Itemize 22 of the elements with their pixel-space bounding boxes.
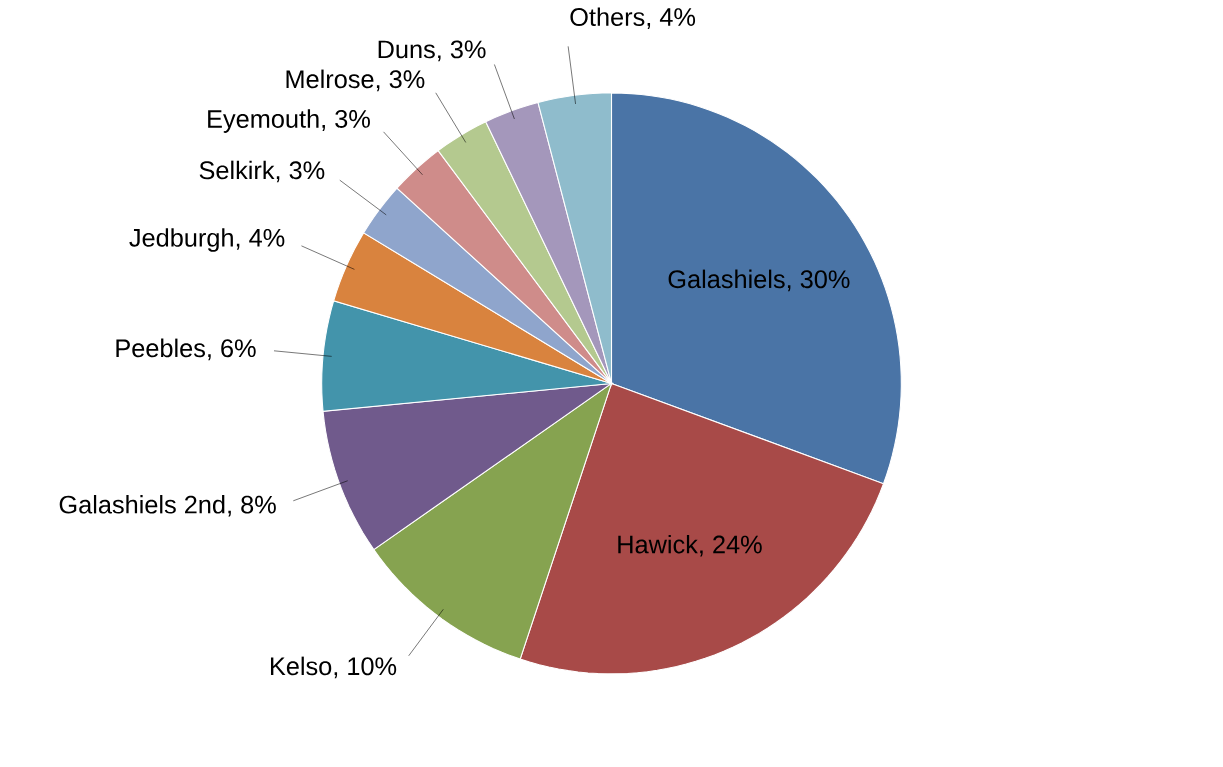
data-label: , 10% [334,657,397,679]
data-label: , 4% [236,229,285,250]
slice-label: Kelso [270,656,332,676]
data-label: , 24% [700,535,762,557]
slice-label: Duns [378,40,435,59]
data-label: , 3% [376,70,425,92]
slice-label: Others [570,7,645,27]
data-label: , 4% [647,8,696,30]
slice-label: Peebles [116,338,205,358]
slice-label: Galashiels 2nd [59,495,225,514]
data-label: , 3% [322,110,370,131]
slice-label: Selkirk [199,160,275,180]
data-label: , 30% [787,270,850,292]
data-label: , 6% [208,339,256,361]
slice-label: Eyemouth [208,109,319,133]
data-label: , 8% [228,495,276,517]
slice-label: Melrose [286,69,374,89]
slice-label: Jedburgh [129,228,233,252]
data-label: , 3% [438,40,486,62]
data-label: , 3% [276,161,325,183]
slice-label: Hawick [618,534,698,554]
slice-label: Galashiels [668,269,785,289]
